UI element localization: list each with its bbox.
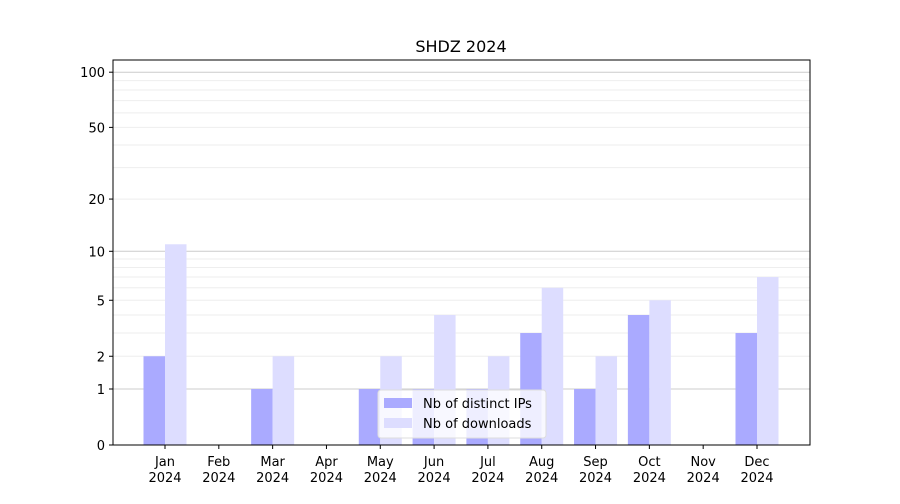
x-tick-label: Jan 2024 — [148, 455, 181, 486]
bar-downloads — [165, 244, 187, 445]
y-tick-label: 100 — [80, 66, 105, 81]
x-tick-label: Mar 2024 — [256, 455, 289, 486]
x-tick-label: Apr 2024 — [310, 455, 343, 486]
x-tick-label: Aug 2024 — [525, 455, 558, 486]
legend-label: Nb of distinct IPs — [423, 397, 532, 412]
y-tick-label: 2 — [97, 350, 105, 365]
legend-swatch — [384, 418, 412, 428]
legend-swatch — [384, 398, 412, 408]
bar-downloads — [272, 356, 295, 445]
axes-frame — [112, 59, 811, 446]
legend: Nb of distinct IPs Nb of downloads — [377, 389, 547, 439]
y-tick-label: 50 — [88, 121, 105, 136]
legend-box — [377, 389, 547, 439]
bar-distinct-ips — [574, 389, 596, 445]
bar-distinct-ips — [627, 314, 650, 445]
legend-label: Nb of downloads — [423, 417, 532, 432]
x-tick-label: Jul 2024 — [471, 455, 504, 486]
bar-downloads — [649, 300, 671, 445]
y-tick-label: 5 — [97, 294, 105, 309]
x-tick-label: Feb 2024 — [202, 455, 235, 486]
bar-distinct-ips — [251, 389, 273, 445]
y-tick-label: 1 — [97, 383, 105, 398]
x-tick-label: Jun 2024 — [418, 455, 451, 486]
x-tick-label: Oct 2024 — [633, 455, 666, 486]
y-tick-label: 20 — [88, 193, 105, 208]
bar-downloads — [757, 277, 779, 445]
y-tick-label: 0 — [97, 439, 105, 454]
bar-distinct-ips — [358, 389, 381, 445]
bar-downloads — [541, 287, 564, 445]
bar-distinct-ips — [143, 356, 165, 445]
x-tick-label: May 2024 — [364, 455, 397, 486]
x-tick-label: Dec 2024 — [740, 455, 773, 486]
bar-distinct-ips — [735, 333, 757, 445]
x-tick-label: Sep 2024 — [579, 455, 612, 486]
bar-downloads — [595, 356, 618, 445]
y-tick-label: 10 — [88, 245, 105, 260]
chart-title: SHDZ 2024 — [415, 37, 506, 56]
x-tick-label: Nov 2024 — [687, 455, 720, 486]
